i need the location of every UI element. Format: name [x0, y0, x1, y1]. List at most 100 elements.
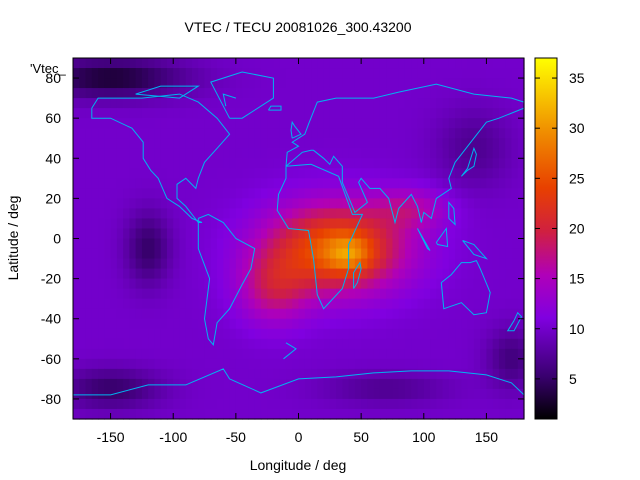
heatmap-cell: [104, 298, 112, 310]
heatmap-cell: [235, 148, 243, 159]
heatmap-cell: [379, 358, 387, 370]
heatmap-cell: [273, 178, 281, 189]
heatmap-cell: [129, 238, 137, 250]
heatmap-cell: [135, 128, 143, 139]
heatmap-cell: [298, 298, 306, 310]
heatmap-cell: [267, 78, 275, 89]
heatmap-cell: [430, 158, 437, 169]
heatmap-cell: [442, 348, 450, 360]
heatmap-cell: [116, 188, 124, 199]
heatmap-cell: [98, 98, 105, 109]
heatmap-cell: [461, 378, 469, 390]
heatmap-cell: [279, 238, 287, 250]
heatmap-cell: [348, 138, 356, 149]
heatmap-cell: [498, 268, 506, 280]
heatmap-cell: [198, 238, 206, 250]
heatmap-cell: [336, 118, 343, 129]
heatmap-cell: [455, 308, 462, 320]
heatmap-cell: [98, 138, 105, 149]
heatmap-cell: [135, 68, 143, 79]
heatmap-cell: [141, 78, 149, 89]
heatmap-cell: [260, 238, 268, 250]
heatmap-cell: [179, 298, 187, 310]
heatmap-cell: [486, 158, 494, 169]
heatmap-cell: [267, 378, 275, 390]
heatmap-cell: [123, 248, 130, 260]
heatmap-cell: [373, 298, 381, 310]
heatmap-cell: [354, 68, 362, 79]
heatmap-cell: [98, 208, 105, 220]
heatmap-cell: [160, 328, 168, 340]
heatmap-cell: [486, 118, 494, 129]
heatmap-cell: [354, 338, 362, 350]
heatmap-cell: [223, 198, 231, 210]
heatmap-cell: [336, 328, 343, 340]
heatmap-cell: [210, 148, 218, 159]
heatmap-cell: [279, 68, 287, 79]
heatmap-cell: [417, 308, 425, 320]
heatmap-cell: [311, 218, 318, 230]
heatmap-cell: [242, 298, 249, 310]
heatmap-cell: [467, 378, 475, 390]
heatmap-cell: [473, 318, 481, 330]
heatmap-cell: [461, 228, 469, 240]
heatmap-cell: [430, 248, 437, 260]
heatmap-cell: [98, 78, 105, 89]
heatmap-cell: [373, 198, 381, 210]
heatmap-cell: [198, 378, 206, 390]
heatmap-cell: [323, 148, 331, 159]
heatmap-cell: [292, 248, 300, 260]
heatmap-cell: [273, 368, 281, 380]
heatmap-cell: [436, 188, 444, 199]
heatmap-cell: [517, 348, 525, 360]
heatmap-cell: [354, 78, 362, 89]
heatmap-cell: [304, 188, 312, 199]
heatmap-cell: [104, 268, 112, 280]
heatmap-cell: [260, 308, 268, 320]
heatmap-cell: [98, 178, 105, 189]
heatmap-cell: [173, 348, 181, 360]
heatmap-cell: [436, 58, 444, 69]
heatmap-cell: [98, 328, 105, 340]
heatmap-cell: [473, 338, 481, 350]
heatmap-cell: [342, 108, 350, 119]
heatmap-cell: [354, 138, 362, 149]
heatmap-cell: [248, 228, 256, 240]
coastline-path: [462, 240, 488, 260]
heatmap-cell: [210, 308, 218, 320]
heatmap-cell: [248, 308, 256, 320]
heatmap-cell: [160, 198, 168, 210]
heatmap-cell: [223, 148, 231, 159]
heatmap-cell: [517, 138, 525, 149]
heatmap-cell: [455, 218, 462, 230]
heatmap-cell: [336, 258, 343, 270]
heatmap-cell: [373, 288, 381, 300]
heatmap-cell: [511, 218, 519, 230]
heatmap-cell: [392, 408, 400, 420]
heatmap-cell: [511, 398, 519, 410]
coastline-path: [135, 85, 201, 99]
heatmap-cell: [323, 168, 331, 179]
heatmap-cell: [505, 368, 513, 380]
heatmap-cell: [336, 128, 343, 139]
heatmap-cell: [198, 98, 206, 109]
heatmap-cell: [285, 178, 293, 189]
heatmap-cell: [398, 138, 406, 149]
heatmap-cell: [298, 208, 306, 220]
heatmap-cell: [254, 358, 262, 370]
heatmap-cell: [467, 308, 475, 320]
heatmap-cell: [311, 368, 318, 380]
heatmap-cell: [285, 98, 293, 109]
heatmap-cell: [229, 388, 237, 400]
heatmap-cell: [342, 78, 350, 89]
heatmap-cell: [455, 228, 462, 240]
heatmap-cell: [361, 138, 368, 149]
heatmap-cell: [392, 348, 400, 360]
heatmap-cell: [123, 98, 130, 109]
heatmap-cell: [254, 108, 262, 119]
heatmap-cell: [292, 358, 300, 370]
heatmap-cell: [110, 358, 118, 370]
heatmap-cell: [417, 128, 425, 139]
heatmap-cell: [104, 148, 112, 159]
heatmap-cell: [129, 88, 137, 99]
